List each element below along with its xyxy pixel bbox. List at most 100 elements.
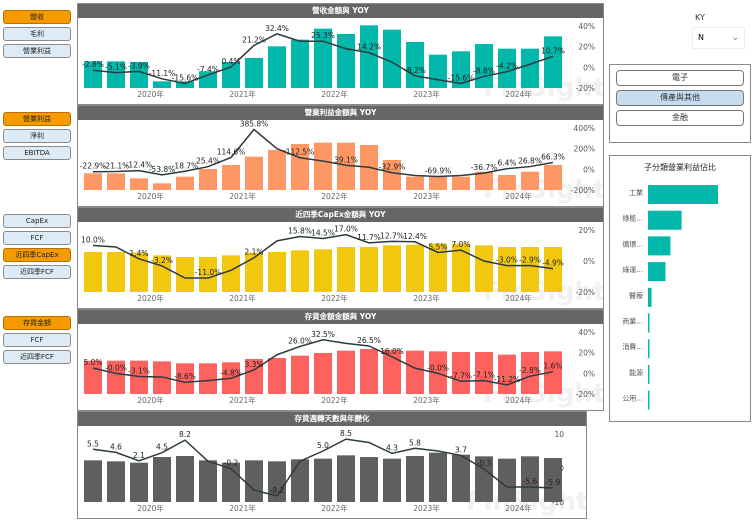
bar: [521, 48, 539, 88]
data-label: 14.2%: [357, 43, 381, 52]
bar: [452, 51, 470, 88]
metric-button[interactable]: FCF: [3, 333, 71, 347]
bar: [521, 456, 539, 502]
metric-button[interactable]: 存貨金額: [3, 316, 71, 330]
bar: [406, 244, 424, 292]
data-label: 114.6%: [217, 147, 246, 156]
year-label: 2021年: [229, 89, 256, 99]
bar: [475, 44, 493, 88]
data-label: 7.0%: [451, 240, 470, 249]
data-label: 8.5: [340, 429, 352, 438]
bar: [475, 171, 493, 190]
bar: [153, 457, 171, 502]
data-label: -5.1%: [105, 63, 127, 72]
share-bar: [648, 364, 650, 384]
year-label: 2024年: [505, 503, 532, 513]
bar: [383, 160, 401, 190]
sector-button[interactable]: 金融: [616, 110, 744, 126]
metric-button[interactable]: 營業利益: [3, 112, 71, 126]
year-label: 2021年: [229, 395, 256, 405]
bar: [222, 255, 240, 292]
bar: [268, 150, 286, 190]
data-label: -2.8%: [82, 60, 104, 69]
bar: [314, 28, 332, 88]
bar: [314, 353, 332, 394]
data-label: -3.9%: [128, 61, 150, 70]
data-label: 6.4%: [497, 159, 516, 168]
data-label: -0.0%: [105, 363, 127, 372]
chart-title: 存貨週轉天數與年變化: [78, 412, 586, 426]
metric-button[interactable]: 近四季FCF: [3, 265, 71, 279]
bar: [544, 351, 562, 394]
bar: [107, 252, 125, 292]
bar: [360, 349, 378, 394]
bar: [475, 352, 493, 394]
bar: [337, 247, 355, 292]
data-label: 112.5%: [286, 148, 315, 157]
data-label: -5.6: [523, 477, 538, 486]
metric-button[interactable]: CapEx: [3, 214, 71, 228]
share-bar: [648, 313, 650, 333]
axis-tick: 40%: [578, 22, 595, 31]
metric-button[interactable]: 近四季FCF: [3, 350, 71, 364]
axis-tick: 20%: [578, 226, 595, 235]
data-label: 5.5: [87, 439, 99, 448]
year-label: 2024年: [505, 395, 532, 405]
metric-button[interactable]: 營業利益: [3, 44, 71, 58]
axis-tick: 0%: [583, 257, 595, 266]
data-label: 4.3: [386, 443, 398, 452]
ky-dropdown[interactable]: N ⌄: [692, 27, 745, 49]
bar: [475, 245, 493, 292]
sector-button[interactable]: 傳產與其他: [616, 90, 744, 106]
data-label: -18.7%: [172, 161, 199, 170]
bar: [406, 456, 424, 502]
metric-button[interactable]: EBITDA: [3, 146, 71, 160]
bar: [176, 363, 194, 394]
data-label: 1.4%: [129, 249, 148, 258]
data-label: 26.0%: [288, 336, 312, 345]
data-label: -15.6%: [448, 73, 475, 82]
year-label: 2022年: [321, 89, 348, 99]
data-label: 21.2%: [242, 35, 266, 44]
data-label: -2.9%: [519, 255, 541, 264]
bar: [337, 142, 355, 190]
share-bar: [648, 210, 682, 230]
metric-button[interactable]: 淨利: [3, 129, 71, 143]
metric-button[interactable]: 毛利: [3, 27, 71, 41]
data-label: -11.1%: [149, 69, 176, 78]
category-label: 商業...: [622, 317, 643, 326]
bar: [176, 81, 194, 88]
year-label: 2022年: [321, 191, 348, 201]
data-label: 25.4%: [196, 157, 220, 166]
bar: [475, 456, 493, 502]
data-label: 14.5%: [311, 229, 335, 238]
subcategory-share-chart: 子分類營業利益佔比 工業 綠能... 循環... 綠運... 醫療 商業... 消費... 能…: [609, 155, 751, 422]
sector-button[interactable]: 電子: [616, 70, 744, 86]
chart-plot: FinSight-22.9%-21.1%-12.4%-53.8%-18.7%25…: [80, 120, 603, 205]
bar: [337, 34, 355, 88]
combo-chart: 近四季CapEx金額與 YOY FinSight 10.0% 1.4% -3.2% -11…: [77, 207, 604, 309]
metric-button[interactable]: 營收: [3, 10, 71, 24]
bar: [176, 456, 194, 502]
data-label: 4.5: [156, 443, 168, 452]
bar: [544, 458, 562, 502]
category-label: 綠能...: [622, 214, 643, 223]
data-label: -0.3: [477, 459, 492, 468]
metric-button[interactable]: 近四季CapEx: [3, 248, 71, 262]
data-label: -69.9%: [425, 167, 452, 176]
chevron-down-icon: ⌄: [731, 33, 739, 43]
data-label: -36.7%: [471, 163, 498, 172]
axis-tick: 0%: [583, 165, 595, 174]
data-label: 66.3%: [541, 152, 565, 161]
data-label: 1.6%: [543, 362, 562, 371]
year-label: 2022年: [321, 293, 348, 303]
data-label: -4.2%: [496, 62, 518, 71]
chart-title: 近四季CapEx金額與 YOY: [78, 208, 603, 222]
axis-tick: -200%: [571, 186, 595, 195]
bar: [268, 461, 286, 502]
bar: [199, 363, 217, 394]
metric-button[interactable]: FCF: [3, 231, 71, 245]
data-label: 12.4%: [403, 232, 427, 241]
data-label: 0.4%: [221, 57, 240, 66]
